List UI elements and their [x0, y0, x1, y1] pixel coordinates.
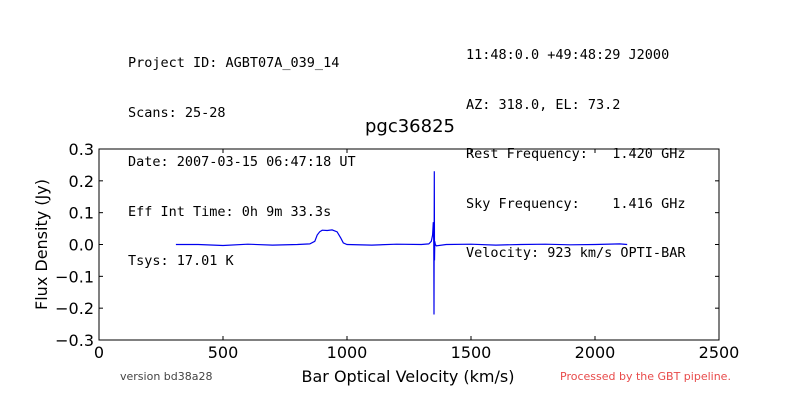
rest-frequency: Rest Frequency: 1.420 GHz — [466, 146, 686, 162]
y-tick-label-5: −0.2 — [55, 299, 94, 318]
y-tick-label-6: −0.3 — [55, 331, 94, 350]
sky-frequency: Sky Frequency: 1.416 GHz — [466, 195, 686, 212]
version-label: version bd38a28 — [120, 370, 213, 383]
x-tick-label-0: 0 — [94, 343, 104, 362]
x-axis-label: Bar Optical Velocity (km/s) — [302, 367, 515, 386]
y-tick-label-3: 0.0 — [69, 236, 94, 255]
spectrum-line-0 — [175, 171, 628, 315]
y-axis-label: Flux Density (Jy) — [32, 179, 51, 310]
coordinates: 11:48:0.0 +49:48:29 J2000 — [466, 47, 670, 63]
y-tick-label-0: 0.3 — [69, 140, 94, 159]
scans: Scans: 25-28 — [128, 104, 226, 121]
x-tick-label-5: 2500 — [699, 343, 740, 362]
pipeline-label: Processed by the GBT pipeline. — [560, 370, 731, 383]
x-tick-label-4: 2000 — [575, 343, 616, 362]
velocity: Velocity: 923 km/s OPTI-BAR — [466, 245, 686, 261]
date: Date: 2007-03-15 06:47:18 UT — [128, 154, 356, 170]
y-tick-label-2: 0.1 — [69, 204, 94, 223]
header-left: Project ID: AGBT07A_039_14 Scans: 25-28 … — [128, 22, 356, 286]
y-tick-label-4: −0.1 — [55, 267, 94, 286]
x-tick-label-1: 500 — [208, 343, 239, 362]
project-id: Project ID: AGBT07A_039_14 — [128, 55, 340, 71]
az-el: AZ: 318.0, EL: 73.2 — [466, 96, 621, 113]
eff-int-time: Eff Int Time: 0h 9m 33.3s — [128, 203, 332, 220]
y-tick-label-1: 0.2 — [69, 172, 94, 191]
chart-title: pgc36825 — [364, 116, 455, 137]
x-tick-label-3: 1500 — [451, 343, 492, 362]
header-right: 11:48:0.0 +49:48:29 J2000 AZ: 318.0, EL:… — [466, 14, 685, 278]
tsys: Tsys: 17.01 K — [128, 253, 234, 269]
x-tick-label-2: 1000 — [327, 343, 368, 362]
